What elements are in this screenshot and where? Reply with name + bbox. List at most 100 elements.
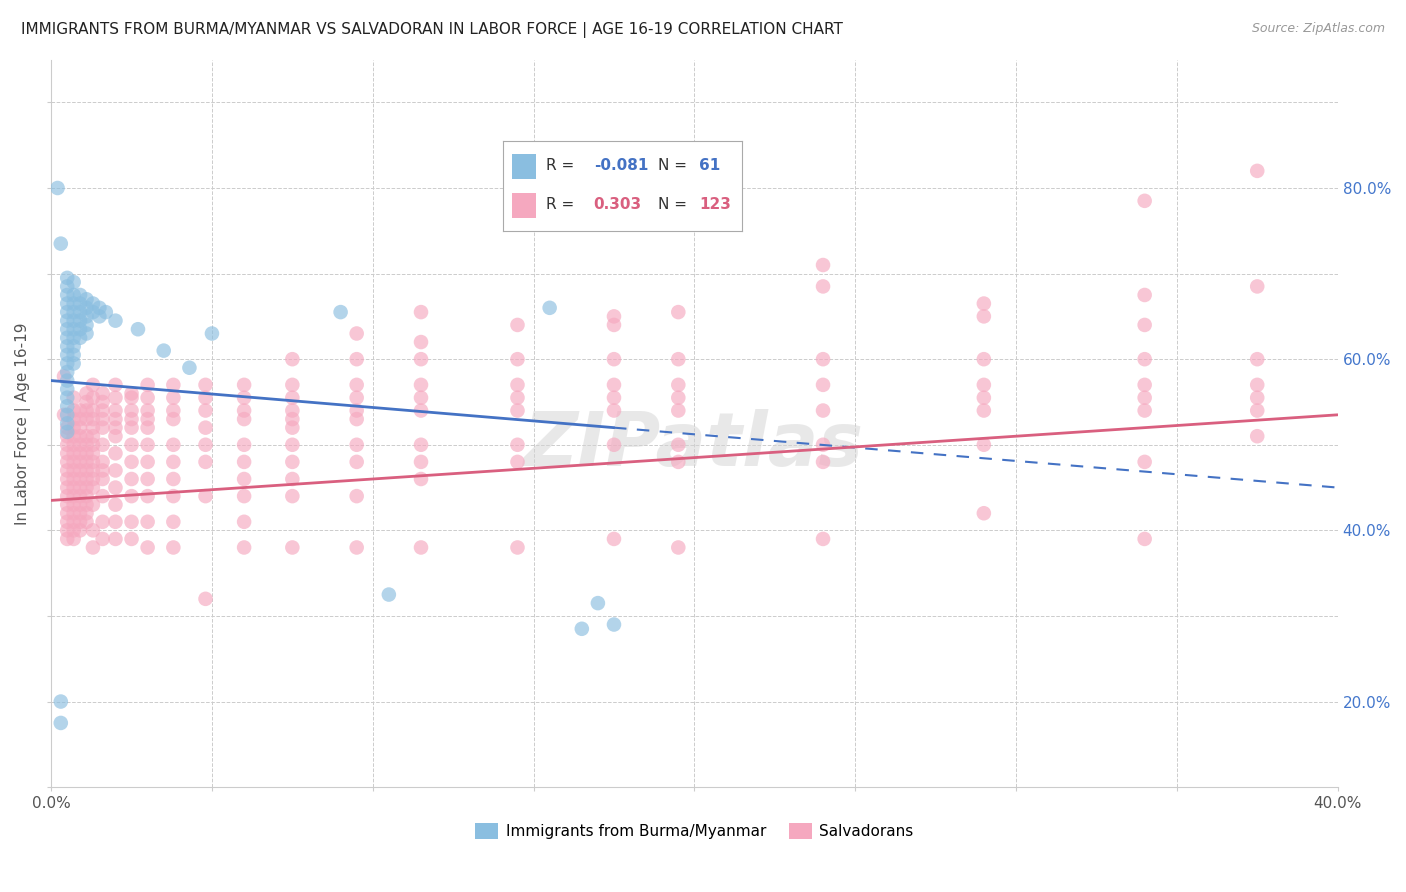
Point <box>506 391 529 405</box>
Point <box>56 339 79 353</box>
Point <box>104 412 127 426</box>
Point <box>506 352 529 367</box>
Point <box>104 420 127 434</box>
Point <box>53 369 76 384</box>
Point <box>1246 279 1268 293</box>
Point <box>62 313 84 327</box>
Point <box>666 377 689 392</box>
Point <box>56 498 79 512</box>
Point <box>82 541 104 555</box>
Point <box>811 455 834 469</box>
Point <box>69 515 91 529</box>
Point <box>56 446 79 460</box>
Point <box>62 472 84 486</box>
Point <box>56 472 79 486</box>
Point <box>136 412 159 426</box>
Point <box>62 348 84 362</box>
Point <box>91 455 114 469</box>
Point <box>56 356 79 370</box>
Point <box>91 532 114 546</box>
Point <box>82 305 104 319</box>
Point <box>56 417 79 431</box>
Point <box>69 331 91 345</box>
Point <box>62 403 84 417</box>
Point <box>56 506 79 520</box>
Point <box>409 403 432 417</box>
Point <box>603 352 626 367</box>
Point <box>136 438 159 452</box>
Point <box>76 326 98 341</box>
Point <box>201 326 224 341</box>
Point <box>121 489 143 503</box>
Point <box>56 331 79 345</box>
Point <box>62 489 84 503</box>
Point <box>76 463 98 477</box>
Point <box>69 305 91 319</box>
Legend: Immigrants from Burma/Myanmar, Salvadorans: Immigrants from Burma/Myanmar, Salvadora… <box>470 817 920 845</box>
Point <box>136 515 159 529</box>
Point <box>1246 391 1268 405</box>
Point <box>194 403 217 417</box>
Point <box>56 374 79 388</box>
Point <box>233 515 256 529</box>
Point <box>76 506 98 520</box>
Point <box>346 438 368 452</box>
Point <box>586 596 609 610</box>
Point <box>62 532 84 546</box>
Point <box>409 541 432 555</box>
Point <box>571 622 593 636</box>
Point <box>162 403 184 417</box>
Point <box>56 438 79 452</box>
Point <box>104 429 127 443</box>
Point <box>56 288 79 302</box>
Point <box>82 498 104 512</box>
Point <box>76 472 98 486</box>
Point <box>89 310 111 324</box>
Point <box>121 438 143 452</box>
Point <box>973 506 995 520</box>
Point <box>281 391 304 405</box>
Text: ZIPatlas: ZIPatlas <box>524 409 865 482</box>
Point <box>973 352 995 367</box>
Point <box>538 301 561 315</box>
Point <box>82 524 104 538</box>
Point <box>121 412 143 426</box>
Point <box>69 463 91 477</box>
Point <box>62 356 84 370</box>
Point <box>1246 377 1268 392</box>
Text: 0.303: 0.303 <box>593 197 643 212</box>
Point <box>162 377 184 392</box>
Point <box>811 438 834 452</box>
Point <box>56 515 79 529</box>
Point <box>69 403 91 417</box>
Point <box>49 715 72 730</box>
Point <box>1246 429 1268 443</box>
Point <box>76 481 98 495</box>
Point <box>409 455 432 469</box>
Point <box>121 472 143 486</box>
Point <box>162 541 184 555</box>
Point <box>281 541 304 555</box>
Point <box>346 326 368 341</box>
Point <box>69 296 91 310</box>
Point <box>152 343 174 358</box>
Point <box>121 391 143 405</box>
Point <box>162 515 184 529</box>
Point <box>1133 288 1156 302</box>
Point <box>62 515 84 529</box>
Point <box>506 318 529 332</box>
Point <box>89 301 111 315</box>
Point <box>56 455 79 469</box>
Point <box>409 305 432 319</box>
Point <box>346 489 368 503</box>
Point <box>1133 455 1156 469</box>
Point <box>62 322 84 336</box>
Point <box>62 331 84 345</box>
Point <box>62 438 84 452</box>
Point <box>346 541 368 555</box>
Point <box>76 515 98 529</box>
Point <box>329 305 352 319</box>
Point <box>811 403 834 417</box>
Y-axis label: In Labor Force | Age 16-19: In Labor Force | Age 16-19 <box>15 322 31 524</box>
Point <box>973 438 995 452</box>
